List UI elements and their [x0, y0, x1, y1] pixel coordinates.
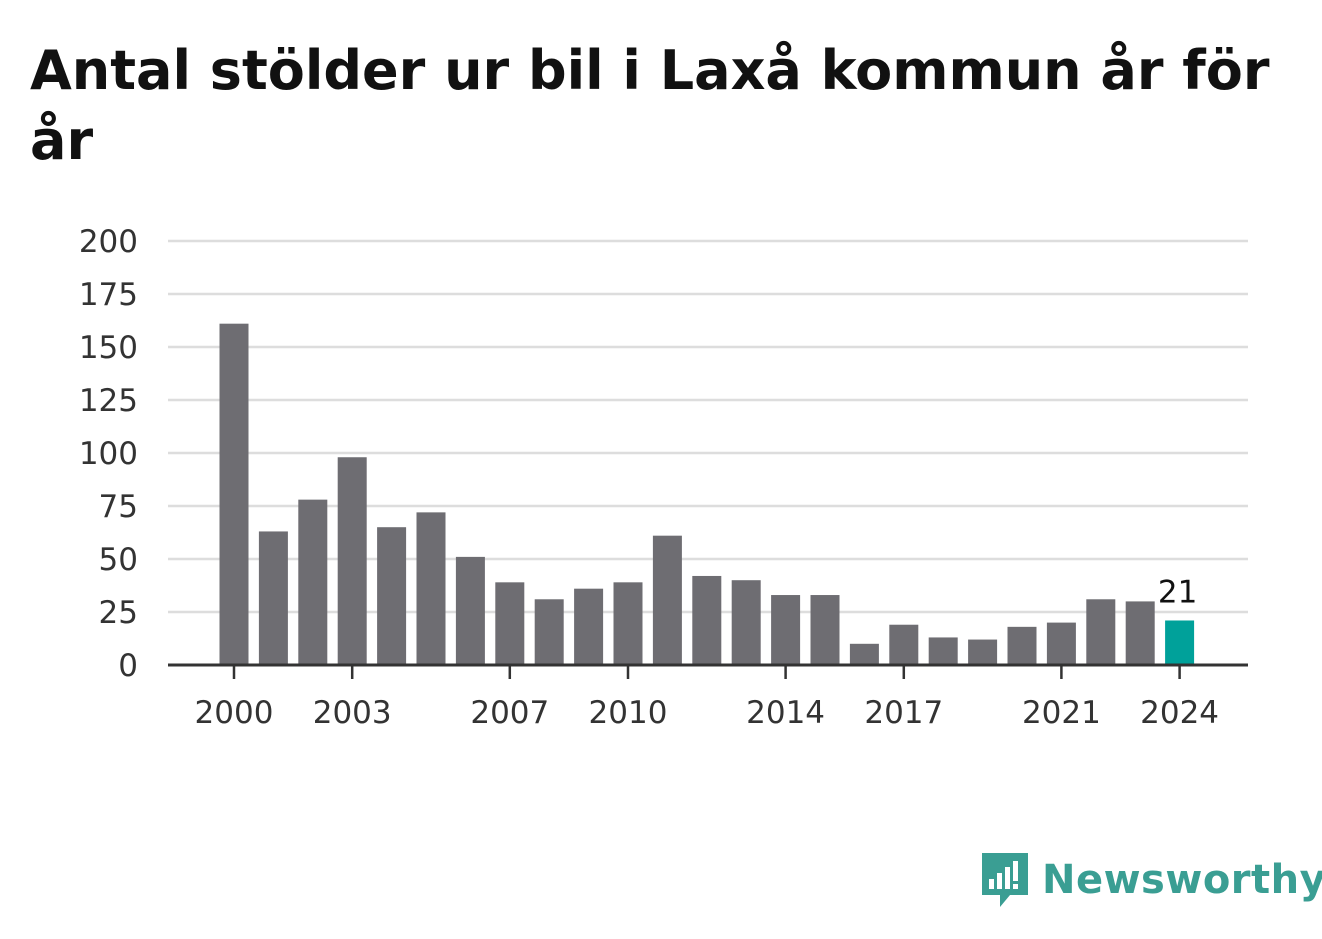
bar-2002: [298, 499, 328, 665]
bar-2014: [771, 595, 801, 665]
chart-title: Antal stölder ur bil i Laxå kommun år fö…: [30, 39, 1270, 172]
brand-name: Newsworthy: [1042, 857, 1322, 903]
bar-2021: [1046, 622, 1076, 665]
bar-2019: [968, 639, 998, 665]
bar-2010: [613, 582, 643, 665]
bar-2006: [455, 556, 485, 665]
data-label-2024: 21: [1158, 574, 1197, 610]
x-tick-label: 2017: [864, 695, 943, 731]
bar-2016: [849, 643, 879, 665]
y-tick-label: 50: [99, 542, 138, 578]
bar-2003: [337, 457, 367, 665]
x-tick-label: 2000: [195, 695, 274, 731]
newsworthy-logo-icon: [982, 853, 1028, 907]
bar-2009: [574, 588, 604, 665]
bar-2013: [731, 580, 761, 665]
y-tick-label: 150: [79, 330, 138, 366]
y-tick-label: 125: [79, 383, 138, 419]
bar-2017: [889, 624, 919, 665]
bar-2008: [534, 599, 564, 665]
x-tick-label: 2007: [470, 695, 549, 731]
bar-2015: [810, 595, 840, 665]
x-tick-label: 2010: [589, 695, 668, 731]
x-tick-label: 2021: [1022, 695, 1101, 731]
bar-2024: [1165, 620, 1195, 665]
y-tick-label: 25: [99, 595, 138, 631]
bar-2011: [652, 535, 682, 665]
bar-2023: [1125, 601, 1155, 665]
y-tick-label: 175: [79, 277, 138, 313]
bar-2001: [258, 531, 288, 665]
x-axis: [168, 663, 1248, 679]
bar-2005: [416, 512, 446, 665]
bar-2012: [692, 575, 722, 665]
bar-2000: [219, 323, 249, 665]
y-axis-tick-labels: 0 25 50 75 100 125 150 175 200: [79, 224, 138, 684]
x-tick-label: 2024: [1140, 695, 1219, 731]
grid-lines: [168, 239, 1248, 614]
brand: Newsworthy: [980, 848, 1322, 912]
bars: [219, 323, 1195, 665]
bar-2022: [1086, 599, 1116, 665]
bar-2020: [1007, 626, 1037, 665]
x-tick-label: 2003: [313, 695, 392, 731]
y-tick-label: 100: [79, 436, 138, 472]
bar-2007: [495, 582, 525, 665]
y-tick-label: 200: [79, 224, 138, 260]
x-axis-tick-labels: 2000 2003 2007 2010 2014 2017 2021 2024: [195, 695, 1220, 731]
x-tick-label: 2014: [746, 695, 825, 731]
bar-2018: [928, 637, 958, 665]
y-tick-label: 0: [118, 648, 138, 684]
bar-2004: [377, 527, 407, 665]
data-labels: 21: [1158, 574, 1197, 610]
y-tick-label: 75: [99, 489, 138, 525]
